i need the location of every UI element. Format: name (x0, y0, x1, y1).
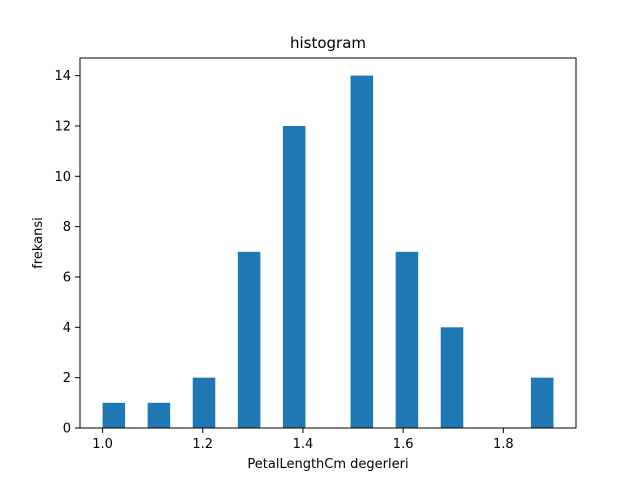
x-axis-label: PetalLengthCm degerleri (247, 457, 408, 472)
x-tick-label: 1.6 (393, 437, 414, 452)
y-tick-label: 4 (63, 321, 71, 336)
histogram-bar-3 (237, 251, 261, 428)
x-tick-label: 1.0 (92, 437, 113, 452)
y-tick-label: 8 (63, 220, 71, 235)
chart-title: histogram (290, 34, 366, 52)
histogram-bar-1 (147, 402, 171, 428)
plot-frame (79, 57, 577, 429)
y-tick-label: 12 (54, 119, 71, 134)
histogram-bar-7 (395, 251, 419, 428)
histogram-bar-8 (440, 327, 464, 428)
y-tick-label: 2 (63, 371, 71, 386)
histogram-bar-4 (282, 125, 306, 429)
y-tick-label: 10 (54, 170, 71, 185)
bar-group (102, 75, 554, 429)
histogram-bar-2 (192, 377, 216, 428)
y-tick-label: 6 (63, 270, 71, 285)
y-axis-label: frekansi (31, 217, 46, 269)
y-axis-ticks: 0 2 4 6 8 10 12 14 (54, 69, 80, 437)
y-tick-label: 14 (54, 69, 71, 84)
y-tick-label: 0 (63, 422, 71, 437)
histogram-bar-10 (530, 377, 554, 428)
x-tick-label: 1.4 (293, 437, 314, 452)
histogram-bar-0 (102, 402, 126, 428)
x-tick-label: 1.2 (192, 437, 213, 452)
x-tick-label: 1.8 (493, 437, 514, 452)
x-axis-ticks: 1.0 1.2 1.4 1.6 1.8 (92, 428, 514, 452)
histogram-bar-6 (350, 75, 374, 429)
